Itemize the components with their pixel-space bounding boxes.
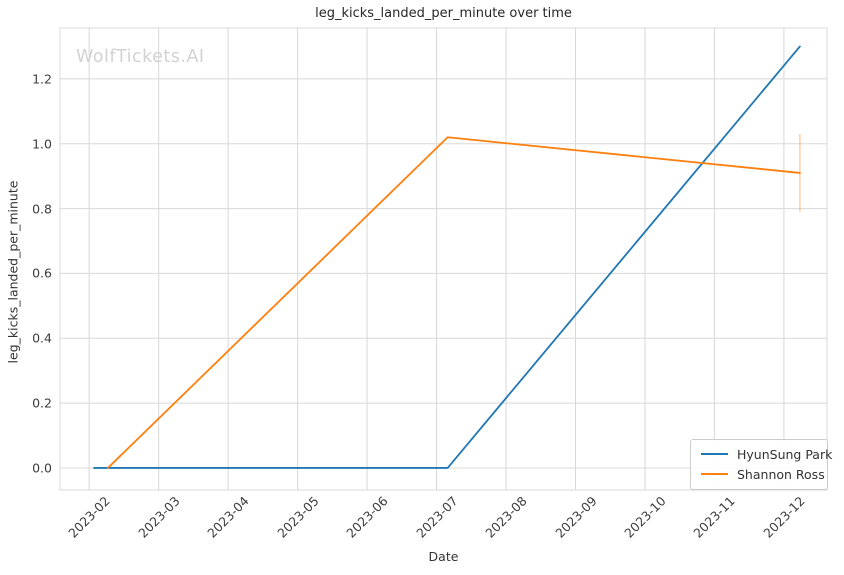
y-tick-label: 1.0: [32, 136, 52, 152]
legend: HyunSung Park Shannon Ross: [690, 439, 832, 490]
y-tick-label: 0.4: [32, 330, 52, 346]
watermark: WolfTickets.AI: [76, 47, 205, 67]
legend-entry-shannon-ross: Shannon Ross: [691, 464, 827, 484]
y-tick-label: 0.2: [32, 395, 52, 411]
y-tick-label: 1.2: [32, 71, 52, 87]
legend-label: Shannon Ross: [737, 466, 825, 482]
series-line-hyunsung-park: [93, 45, 801, 469]
y-tick-label: 0.8: [32, 201, 52, 217]
legend-line-sample-orange: [701, 473, 728, 475]
y-tick-label: 0.0: [32, 460, 52, 476]
series-line-shannon-ross: [107, 136, 801, 469]
x-axis-label: Date: [428, 549, 459, 564]
legend-label: HyunSung Park: [737, 446, 833, 462]
legend-line-sample-blue: [701, 453, 728, 455]
legend-entry-hyunsung-park: HyunSung Park: [691, 444, 832, 464]
y-tick-label: 0.6: [32, 265, 52, 281]
chart-title: leg_kicks_landed_per_minute over time: [315, 6, 572, 21]
plot-border: [59, 27, 828, 491]
